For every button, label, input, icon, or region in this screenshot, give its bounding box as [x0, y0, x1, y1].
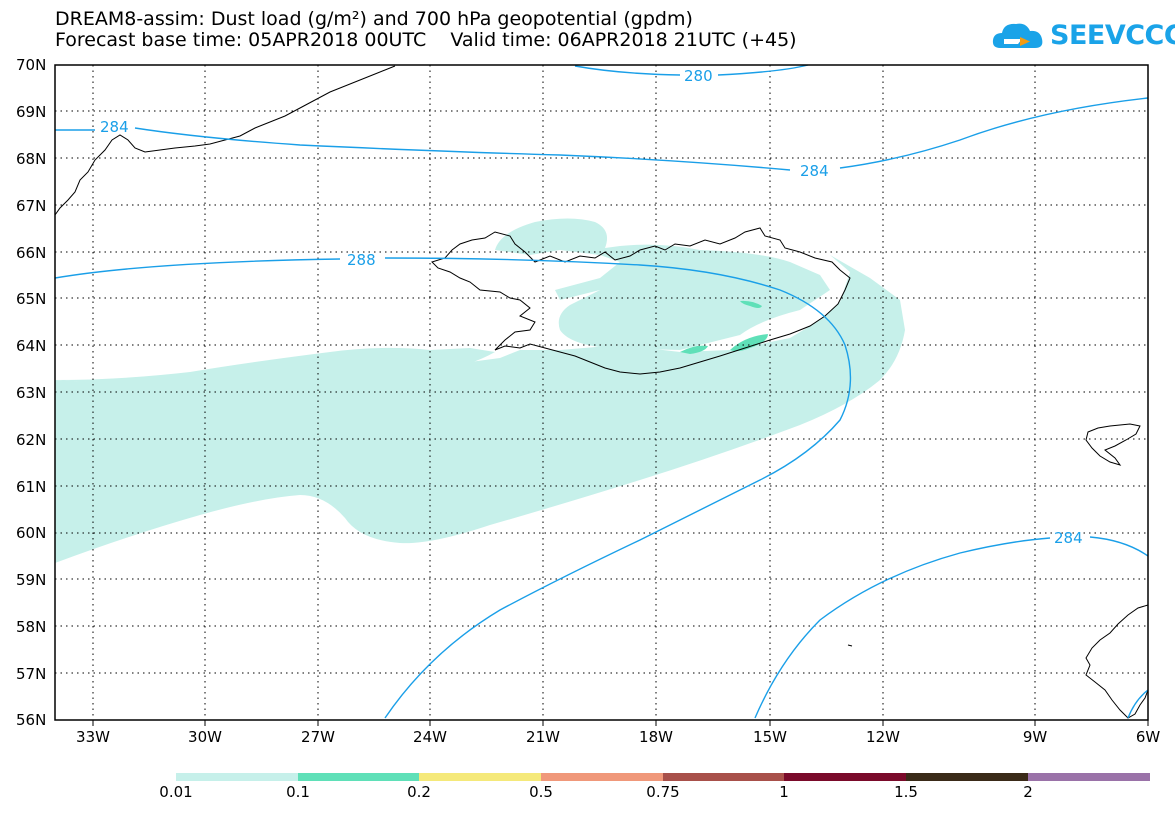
map-title: DREAM8-assim: Dust load (g/m²) and 700 h… [55, 8, 693, 30]
lat-label: 59N [16, 571, 47, 589]
colorbar-swatch [176, 773, 298, 781]
cloud-logo-icon [992, 23, 1043, 48]
contour-280 [574, 64, 809, 76]
contour-label: 284 [800, 162, 829, 180]
lat-label: 62N [16, 431, 47, 449]
dust-field [55, 218, 905, 563]
colorbar-label: 0.75 [646, 783, 680, 801]
map-subtitle: Forecast base time: 05APR2018 00UTC Vali… [55, 29, 797, 51]
axis-ticks [92, 720, 1149, 726]
contour-label: 288 [347, 251, 376, 269]
colorbar-swatch [298, 773, 419, 781]
contour-label: 284 [100, 118, 129, 136]
coastlines [54, 65, 1149, 719]
lat-label: 56N [16, 711, 47, 729]
dust-patch [680, 345, 708, 354]
contour-288 [54, 257, 852, 719]
dust-region-0.01 [55, 347, 495, 387]
lon-label: 9W [1022, 728, 1048, 746]
lat-label: 70N [16, 56, 47, 74]
lat-label: 65N [16, 290, 47, 308]
lon-label: 15W [753, 728, 787, 746]
colorbar-swatch [784, 773, 906, 781]
lat-label: 58N [16, 618, 47, 636]
colorbar-swatch [1028, 773, 1150, 781]
scotland-coastline [1085, 604, 1149, 719]
colorbar-label: 0.5 [529, 783, 553, 801]
lat-label: 69N [16, 103, 47, 121]
lon-label: 27W [301, 728, 335, 746]
lon-label: 30W [188, 728, 222, 746]
colorbar-label: 0.2 [407, 783, 431, 801]
dust-region-0.01 [55, 255, 905, 563]
dust-patches-0.1 [680, 300, 768, 354]
lon-label: 12W [866, 728, 900, 746]
dust-region-0.01 [495, 218, 830, 350]
lon-label: 18W [639, 728, 673, 746]
faroe-coastline [1085, 423, 1141, 466]
lat-label: 60N [16, 524, 47, 542]
lat-label: 57N [16, 665, 47, 683]
geopotential-contours [54, 64, 1149, 719]
lon-label: 6W [1135, 728, 1161, 746]
contour-284-north [55, 97, 1149, 171]
lon-label: 33W [76, 728, 110, 746]
contour-label: 284 [1054, 529, 1083, 547]
contour-label: 280 [684, 67, 713, 85]
lon-label: 21W [526, 728, 560, 746]
lat-label: 63N [16, 384, 47, 402]
island-dot [847, 644, 853, 647]
dust-patch [730, 334, 768, 352]
contour-284-south [754, 536, 1149, 719]
lat-label: 64N [16, 337, 47, 355]
colorbar-label: 0.01 [159, 783, 193, 801]
dust-patch [740, 300, 762, 308]
lat-label: 66N [16, 244, 47, 262]
map-frame [54, 64, 1149, 721]
colorbar-swatch [419, 773, 541, 781]
lat-label: 68N [16, 150, 47, 168]
contour-284-corner [1127, 689, 1149, 719]
colorbar-label: 1 [779, 783, 789, 801]
colorbar-swatch [541, 773, 663, 781]
colorbar-swatch [663, 773, 784, 781]
colorbar-label: 1.5 [894, 783, 918, 801]
lat-label: 61N [16, 478, 47, 496]
colorbar-swatch [906, 773, 1028, 781]
logo-text: SEEVCCC [1050, 20, 1175, 51]
contour-labels: 280 284 284 288 284 [100, 67, 1083, 547]
colorbar-label: 2 [1023, 783, 1033, 801]
grid [55, 65, 1148, 720]
lon-label: 24W [413, 728, 447, 746]
lat-label: 67N [16, 197, 47, 215]
greenland-coastline [54, 65, 396, 216]
iceland-coastline [431, 227, 851, 375]
colorbar-label: 0.1 [286, 783, 310, 801]
